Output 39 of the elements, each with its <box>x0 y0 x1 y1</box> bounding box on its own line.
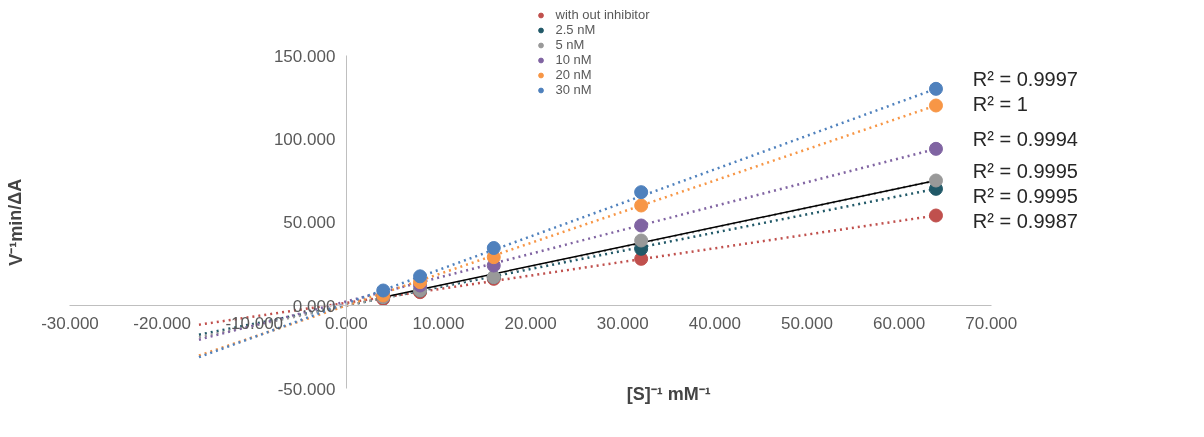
x-tick-label: 50.000 <box>781 313 833 333</box>
y-axis-title: V⁻¹min/ΔA <box>5 178 26 266</box>
legend-label: 5 nM <box>555 37 585 52</box>
legend-label: 2.5 nM <box>555 22 596 37</box>
x-tick-label: 60.000 <box>873 313 926 333</box>
annotation: R² = 0.9997 <box>972 67 1078 90</box>
point <box>634 218 649 233</box>
annotation: R² = 1 <box>972 92 1028 115</box>
x-tick-label: 10.000 <box>412 313 465 333</box>
x-tick-label: -30.000 <box>41 313 99 333</box>
x-tick-label: 20.000 <box>504 313 557 333</box>
legend-label: 20 nM <box>555 67 592 82</box>
legend-label: 10 nM <box>555 52 592 67</box>
point <box>634 233 649 248</box>
annotation: R² = 0.9994 <box>972 127 1078 150</box>
point <box>376 283 391 298</box>
annotation: R² = 0.9995 <box>972 184 1078 207</box>
y-tick-label: -50.000 <box>277 379 336 399</box>
x-axis-title: [S]⁻¹ mM⁻¹ <box>626 383 711 404</box>
point <box>413 269 428 284</box>
point <box>634 185 649 200</box>
point <box>928 98 943 113</box>
point <box>928 141 943 156</box>
x-tick-label: -20.000 <box>133 313 191 333</box>
y-tick-label: 150.000 <box>273 46 336 66</box>
legend-label: with out inhibitor <box>555 7 650 22</box>
annotation: R² = 0.9995 <box>972 159 1078 182</box>
legend-label: 30 nM <box>555 82 592 97</box>
point <box>928 173 943 188</box>
point <box>486 241 501 255</box>
x-tick-label: 40.000 <box>688 313 741 333</box>
y-tick-label: 100.000 <box>273 129 336 149</box>
point <box>928 81 943 96</box>
x-tick-label: 70.000 <box>965 313 1018 333</box>
point <box>928 208 943 223</box>
annotation: R² = 0.9987 <box>972 209 1078 232</box>
x-tick-label: 30.000 <box>596 313 649 333</box>
y-tick-label: 50.000 <box>283 213 336 233</box>
point <box>634 198 649 213</box>
